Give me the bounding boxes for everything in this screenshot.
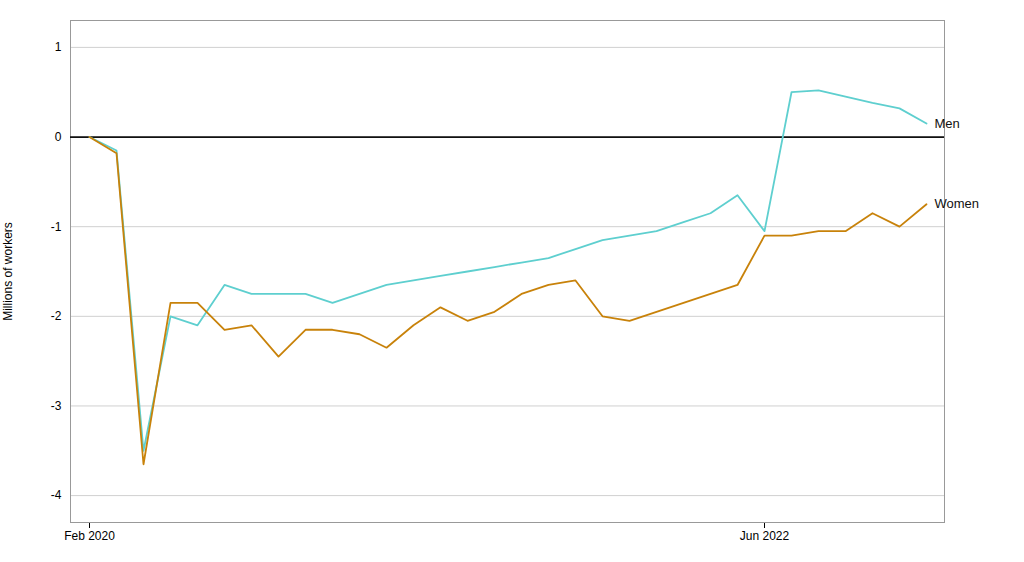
svg-text:-1: -1	[51, 220, 62, 234]
svg-text:0: 0	[55, 130, 62, 144]
svg-text:-3: -3	[51, 399, 62, 413]
svg-text:-4: -4	[51, 488, 62, 502]
svg-text:Women: Women	[935, 196, 980, 211]
svg-text:Men: Men	[935, 116, 960, 131]
svg-text:Jun 2022: Jun 2022	[740, 529, 790, 543]
svg-text:Millions of workers: Millions of workers	[1, 222, 15, 321]
svg-text:-2: -2	[51, 309, 62, 323]
svg-text:Feb 2020: Feb 2020	[64, 529, 115, 543]
svg-text:1: 1	[55, 40, 62, 54]
